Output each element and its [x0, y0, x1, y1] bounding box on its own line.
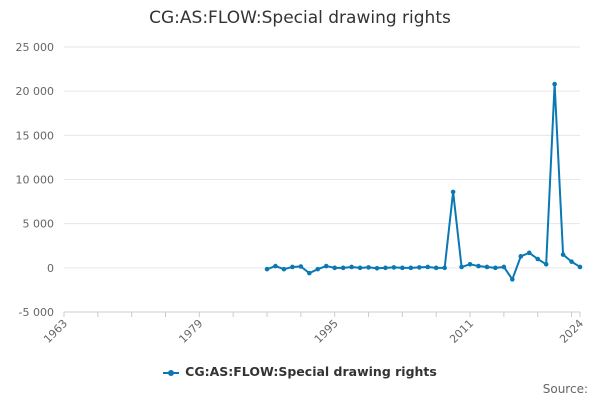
series-line	[266, 83, 581, 281]
legend-line-marker-icon	[163, 368, 180, 378]
y-tick-label: -5 000	[19, 306, 54, 319]
data-point	[366, 265, 371, 270]
data-point	[298, 264, 304, 269]
data-point	[433, 265, 439, 271]
x-tick-labels: 1963 1979 1995 2011 2024	[41, 317, 586, 346]
data-point	[450, 189, 456, 195]
data-point	[552, 81, 557, 87]
data-point	[543, 262, 549, 267]
data-point	[518, 254, 524, 259]
y-tick-labels: -5 000 0 5 000 10 000 15 000 20 000 25 000	[16, 41, 55, 319]
y-tick-label: 10 000	[16, 174, 55, 187]
data-point	[416, 265, 422, 270]
data-point	[535, 256, 541, 262]
data-point	[459, 264, 464, 270]
data-point	[349, 264, 354, 270]
data-point	[467, 262, 473, 267]
x-tick-label: 1979	[176, 317, 205, 346]
data-point	[569, 259, 574, 264]
data-point	[323, 263, 329, 269]
data-point	[476, 263, 481, 269]
data-point	[273, 263, 278, 269]
data-point	[290, 264, 295, 270]
data-point	[442, 265, 447, 271]
chart-title: CG:AS:FLOW:Special drawing rights	[149, 8, 451, 28]
x-tick-label: 1963	[41, 317, 70, 346]
data-point	[510, 277, 515, 282]
data-point	[383, 265, 388, 271]
y-tick-label: 20 000	[16, 85, 55, 98]
data-point	[264, 266, 270, 272]
data-point	[408, 265, 414, 271]
y-tick-label: 0	[47, 262, 54, 275]
data-point	[501, 264, 507, 270]
legend-label: CG:AS:FLOW:Special drawing rights	[185, 364, 437, 379]
y-tick-label: 5 000	[23, 218, 55, 231]
data-point	[526, 250, 532, 256]
y-tick-label: 15 000	[16, 129, 55, 142]
data-point	[307, 270, 312, 276]
data-point	[577, 264, 583, 270]
x-tick-label: 2011	[447, 317, 476, 346]
x-axis	[63, 311, 581, 317]
source-label: Source:	[542, 382, 588, 396]
data-point	[493, 265, 498, 271]
data-point	[425, 264, 431, 270]
data-point	[357, 265, 363, 271]
data-point	[560, 252, 566, 257]
legend[interactable]: CG:AS:FLOW:Special drawing rights	[0, 364, 600, 379]
y-tick-label: 25 000	[16, 41, 55, 54]
x-tick-label: 1995	[312, 317, 341, 346]
data-point	[332, 265, 337, 271]
data-point	[374, 265, 380, 271]
data-point	[391, 265, 397, 270]
x-tick-label: 2024	[557, 317, 586, 346]
data-point	[315, 266, 321, 272]
data-point	[484, 264, 490, 270]
data-point	[400, 265, 405, 271]
data-point	[281, 266, 287, 272]
series-group	[264, 81, 583, 282]
data-point	[340, 265, 346, 271]
grid-lines	[64, 46, 580, 313]
